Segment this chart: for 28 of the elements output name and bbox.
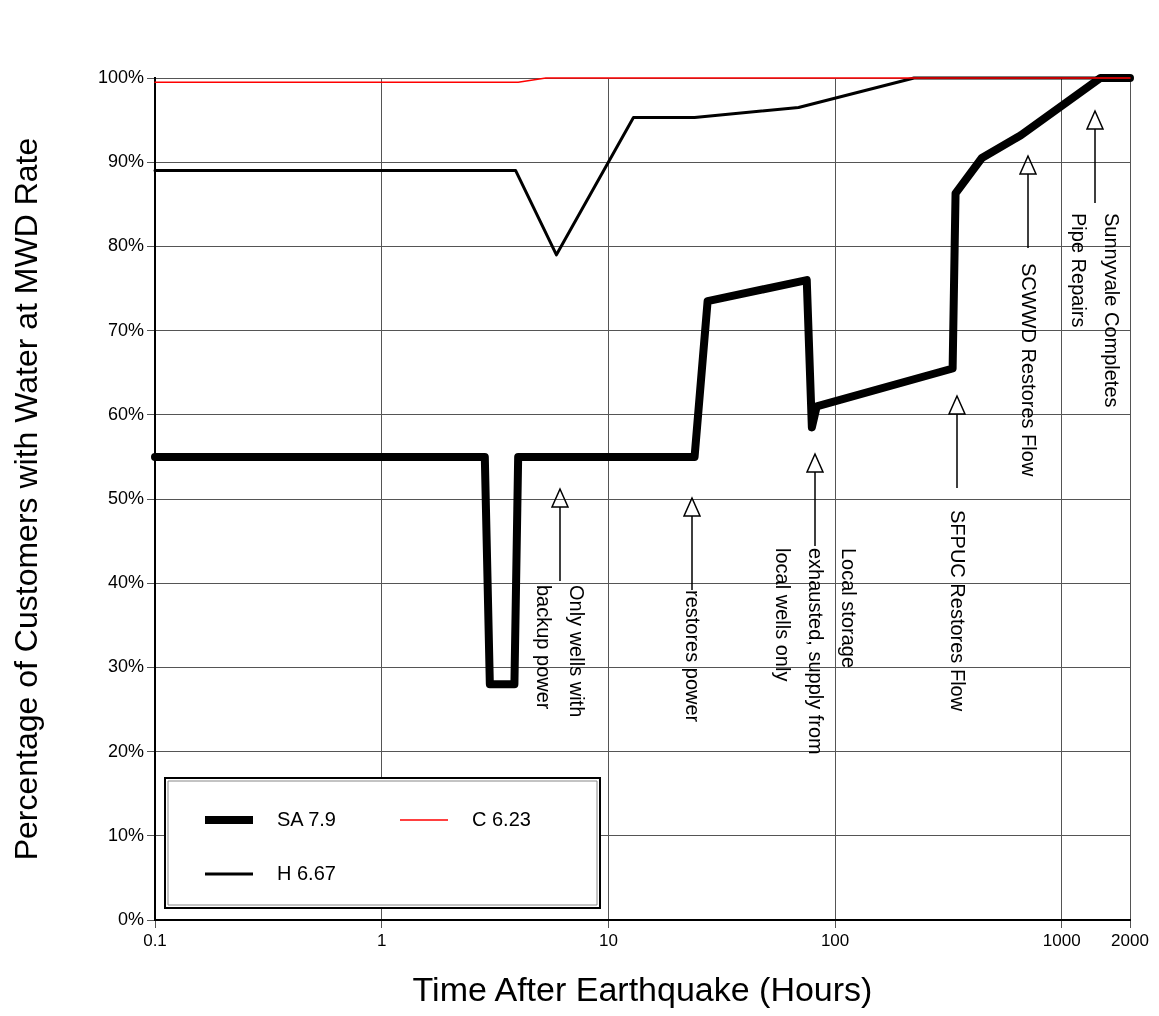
y-tick-label: 40% bbox=[107, 572, 144, 593]
y-tick-label: 30% bbox=[107, 656, 144, 677]
legend-label: SA 7.9 bbox=[277, 807, 336, 830]
y-tick-label: 20% bbox=[107, 740, 144, 761]
x-axis-title: Time After Earthquake (Hours) bbox=[412, 969, 873, 1008]
annotation: Local storage exhausted, supply from local wells only bbox=[770, 548, 861, 755]
y-axis-title: Percentage of Customers with Water at MWD Rate bbox=[8, 137, 45, 861]
annotation: SFPUC Restores Flow bbox=[945, 510, 970, 712]
x-tick-label: 100 bbox=[820, 930, 850, 950]
annotation: SCWWD Restores Flow bbox=[1016, 263, 1041, 477]
annotation: Sunnyvale Completes Pipe Repairs bbox=[1067, 213, 1124, 408]
legend-label: C 6.23 bbox=[472, 807, 531, 830]
annotation: Only wells with backup power bbox=[532, 585, 589, 718]
x-tick-label: 10 bbox=[598, 930, 618, 950]
y-tick-label: 80% bbox=[107, 235, 144, 256]
annotation: restores power bbox=[680, 590, 705, 723]
y-tick-label: 60% bbox=[107, 403, 144, 424]
legend-label: H 6.67 bbox=[277, 861, 336, 884]
x-tick-label: 2000 bbox=[1111, 930, 1149, 950]
x-tick-label: 0.1 bbox=[143, 930, 167, 950]
y-tick-label: 90% bbox=[107, 151, 144, 172]
y-tick-label: 100% bbox=[97, 66, 144, 87]
y-tick-label: 0% bbox=[117, 908, 144, 929]
x-tick-label: 1 bbox=[376, 930, 387, 950]
y-tick-label: 10% bbox=[107, 824, 144, 845]
y-tick-label: 70% bbox=[107, 319, 144, 340]
x-tick-label: 1000 bbox=[1042, 930, 1081, 950]
y-tick-label: 50% bbox=[107, 487, 144, 508]
